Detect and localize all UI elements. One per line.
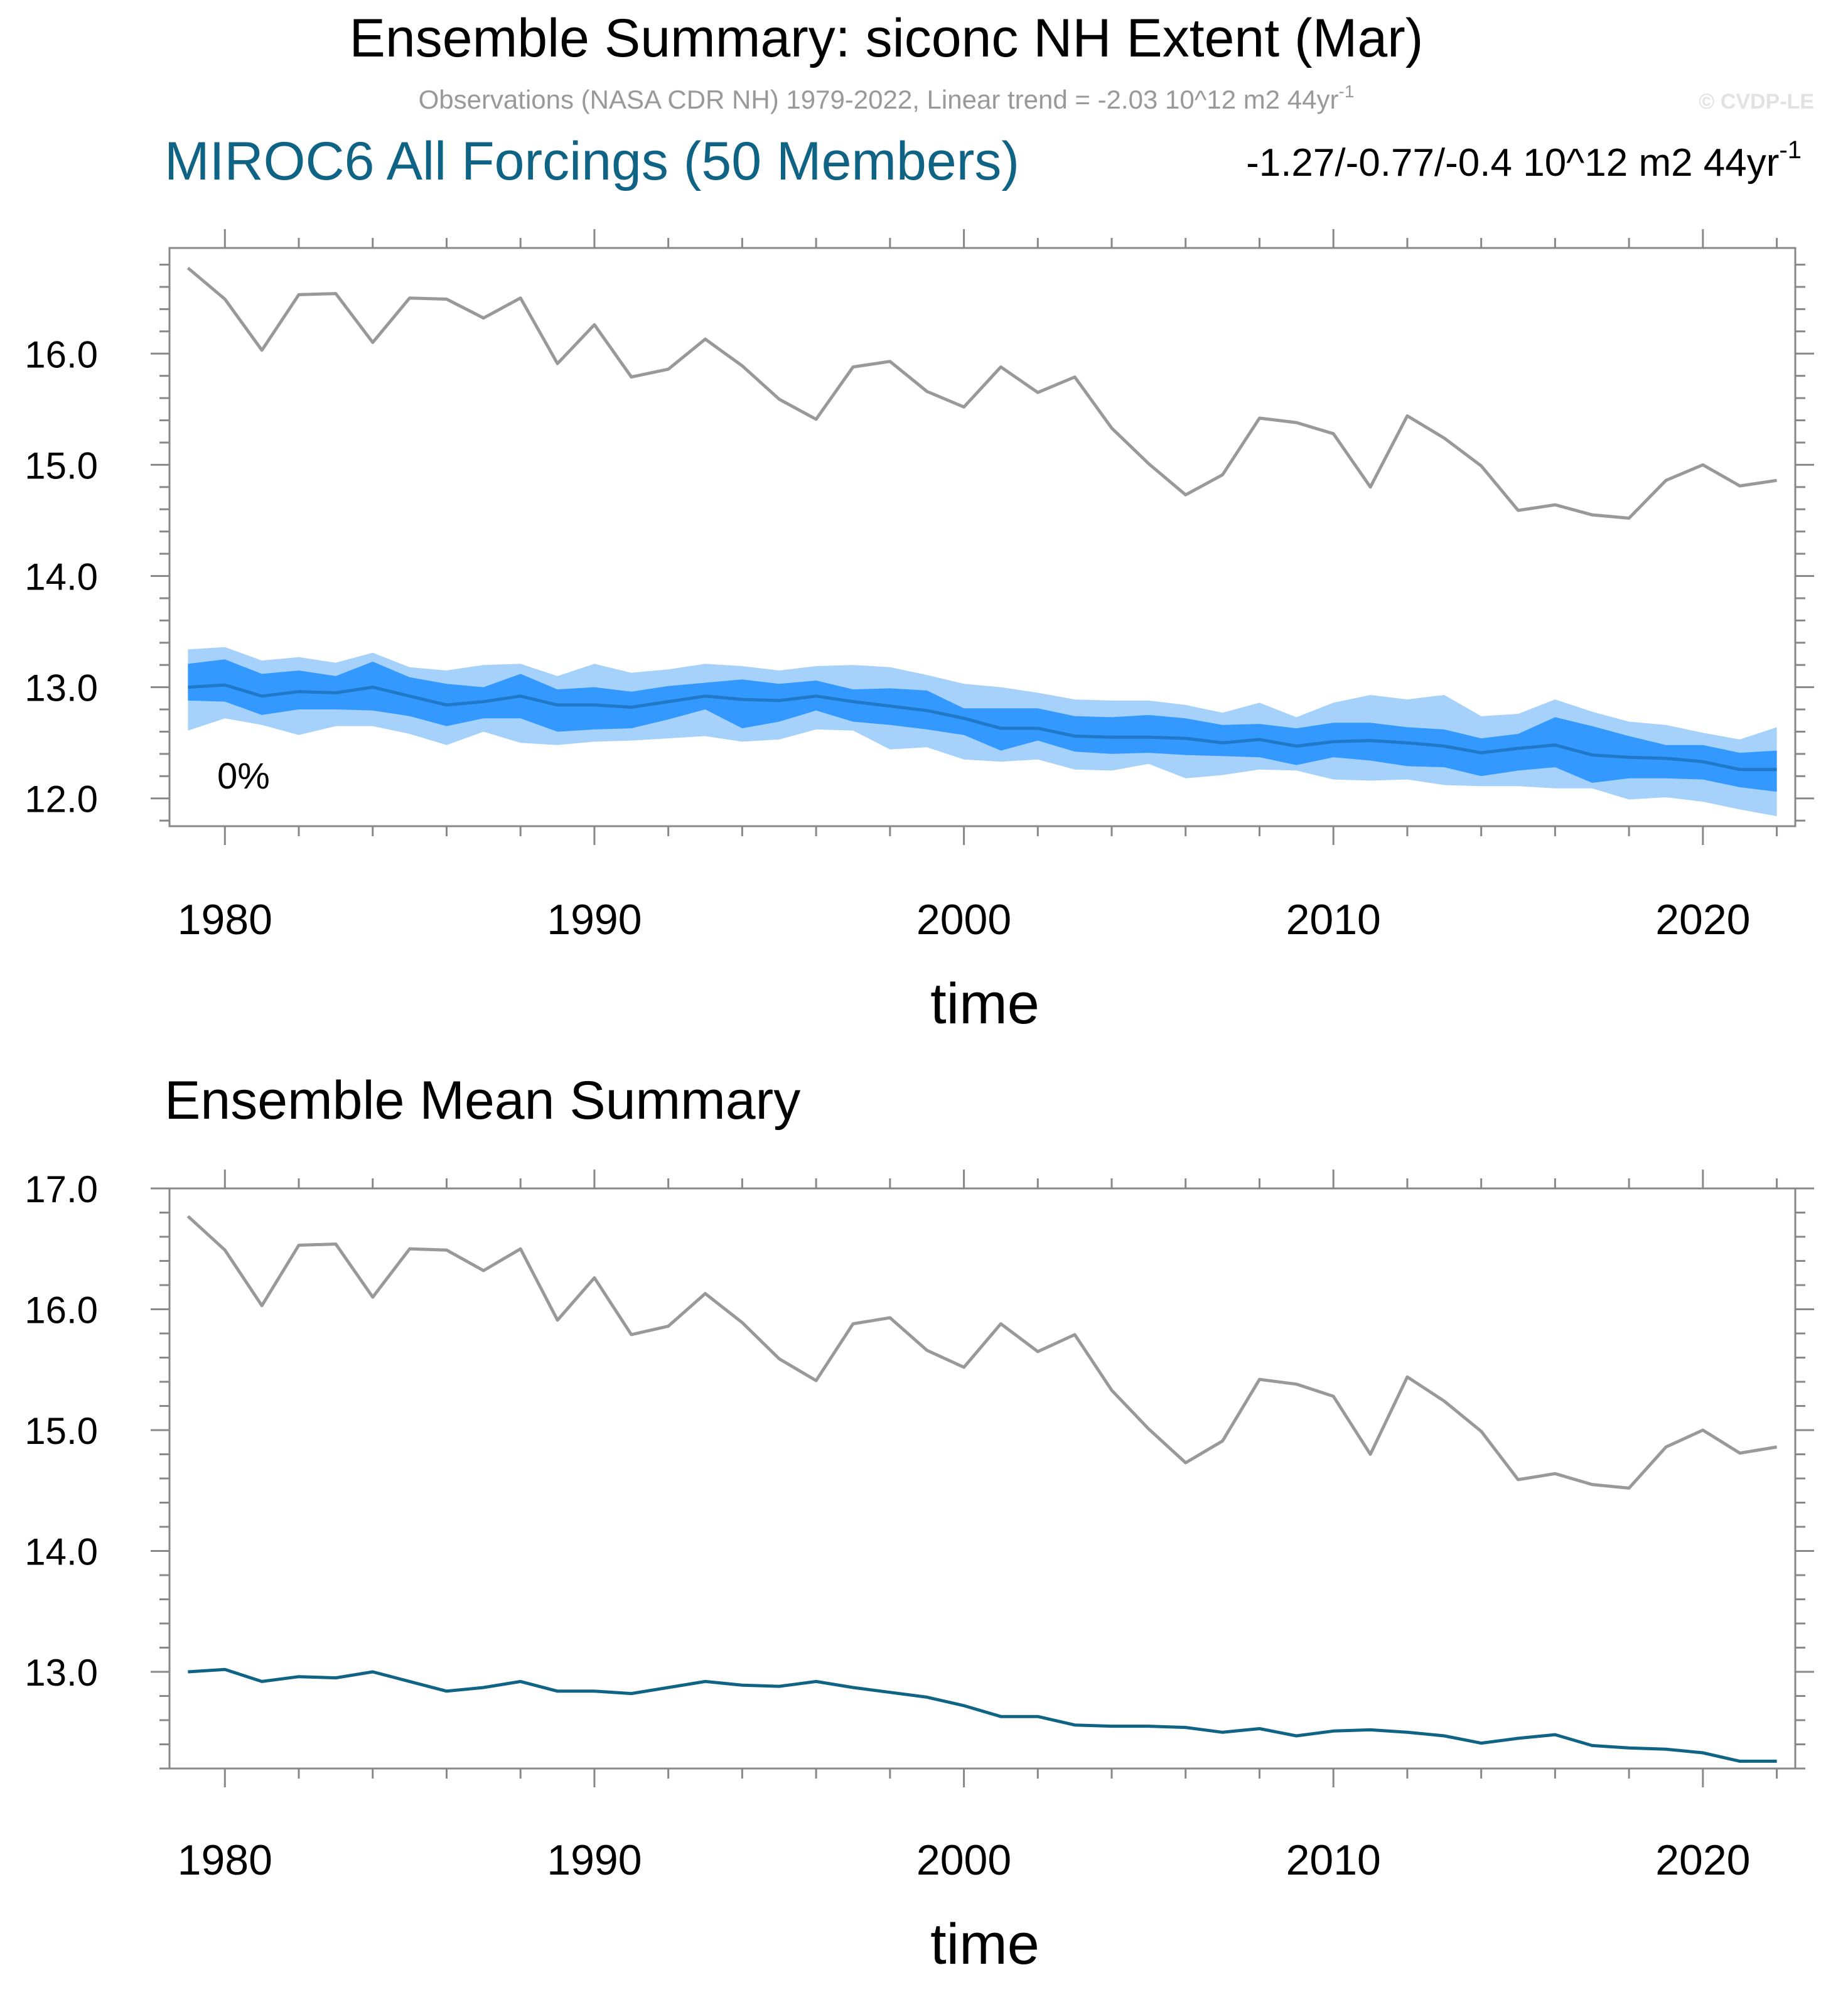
figure-title: Ensemble Summary: siconc NH Extent (Mar) <box>350 8 1424 68</box>
trend-label: -1.27/-0.77/-0.4 10^12 m2 44yr-1 <box>1246 136 1802 185</box>
y-tick-label: 13.0 <box>24 667 98 709</box>
panel2-axes: 13.0 14.0 15.0 16.0 17.0 1980 1990 2000 2010 2020 <box>24 1168 1814 1884</box>
ensemble-mean-line <box>188 683 1777 772</box>
x-tick-label: 2020 <box>1655 896 1750 944</box>
percent-annotation: 0% <box>217 756 270 797</box>
x-tick-label: 2000 <box>916 1836 1011 1884</box>
x-tick-label: 1990 <box>547 1836 642 1884</box>
panel1-frame <box>168 247 1797 827</box>
x-tick-label: 2010 <box>1286 1836 1381 1884</box>
panel1-x-axis-label: time <box>930 972 1040 1036</box>
panel1-series <box>186 266 1777 772</box>
ensemble-summary-panel: 12.0 13.0 14.0 15.0 16.0 1980 1990 2000 2010 2020… <box>24 229 1814 1036</box>
y-tick-label: 16.0 <box>24 1289 98 1332</box>
y-tick-label: 12.0 <box>24 778 98 821</box>
y-tick-label: 13.0 <box>24 1652 98 1694</box>
panel1-axes: 12.0 13.0 14.0 15.0 16.0 1980 1990 2000 2010 2020 <box>24 229 1814 944</box>
copyright-label: © CVDP-LE <box>1699 90 1814 114</box>
panel2-x-axis-label: time <box>930 1912 1040 1976</box>
y-tick-label: 15.0 <box>24 444 98 487</box>
y-tick-label: 14.0 <box>24 1531 98 1573</box>
y-tick-label: 16.0 <box>24 333 98 375</box>
observations-line <box>186 266 1777 520</box>
panel2-series <box>186 1215 1778 1763</box>
x-tick-label: 2000 <box>916 896 1011 944</box>
y-tick-label: 14.0 <box>24 556 98 598</box>
x-tick-label: 1980 <box>178 896 272 944</box>
mean-panel-title: Ensemble Mean Summary <box>164 1070 800 1131</box>
x-tick-label: 2020 <box>1655 1836 1750 1884</box>
observations-line <box>186 1215 1778 1490</box>
trend-label-text: -1.27/-0.77/-0.4 10^12 m2 44yr <box>1246 141 1779 185</box>
x-tick-label: 2010 <box>1286 896 1381 944</box>
model-title: MIROC6 All Forcings (50 Members) <box>164 131 1019 191</box>
x-tick-label: 1980 <box>178 1836 272 1884</box>
ensemble-bands <box>188 647 1777 817</box>
band-10-90 <box>188 659 1777 792</box>
trend-label-sup: -1 <box>1779 136 1802 164</box>
obs-subtitle-text: Observations (NASA CDR NH) 1979-2022, Li… <box>419 85 1339 114</box>
x-tick-label: 1990 <box>547 896 642 944</box>
ensemble-mean-line <box>188 1667 1777 1763</box>
y-tick-label: 15.0 <box>24 1410 98 1452</box>
y-tick-label: 17.0 <box>24 1168 98 1210</box>
ensemble-mean-panel: 13.0 14.0 15.0 16.0 17.0 1980 1990 2000 2010 2020… <box>24 1168 1814 1976</box>
obs-subtitle-sup: -1 <box>1339 82 1355 101</box>
obs-subtitle: Observations (NASA CDR NH) 1979-2022, Li… <box>419 82 1355 114</box>
